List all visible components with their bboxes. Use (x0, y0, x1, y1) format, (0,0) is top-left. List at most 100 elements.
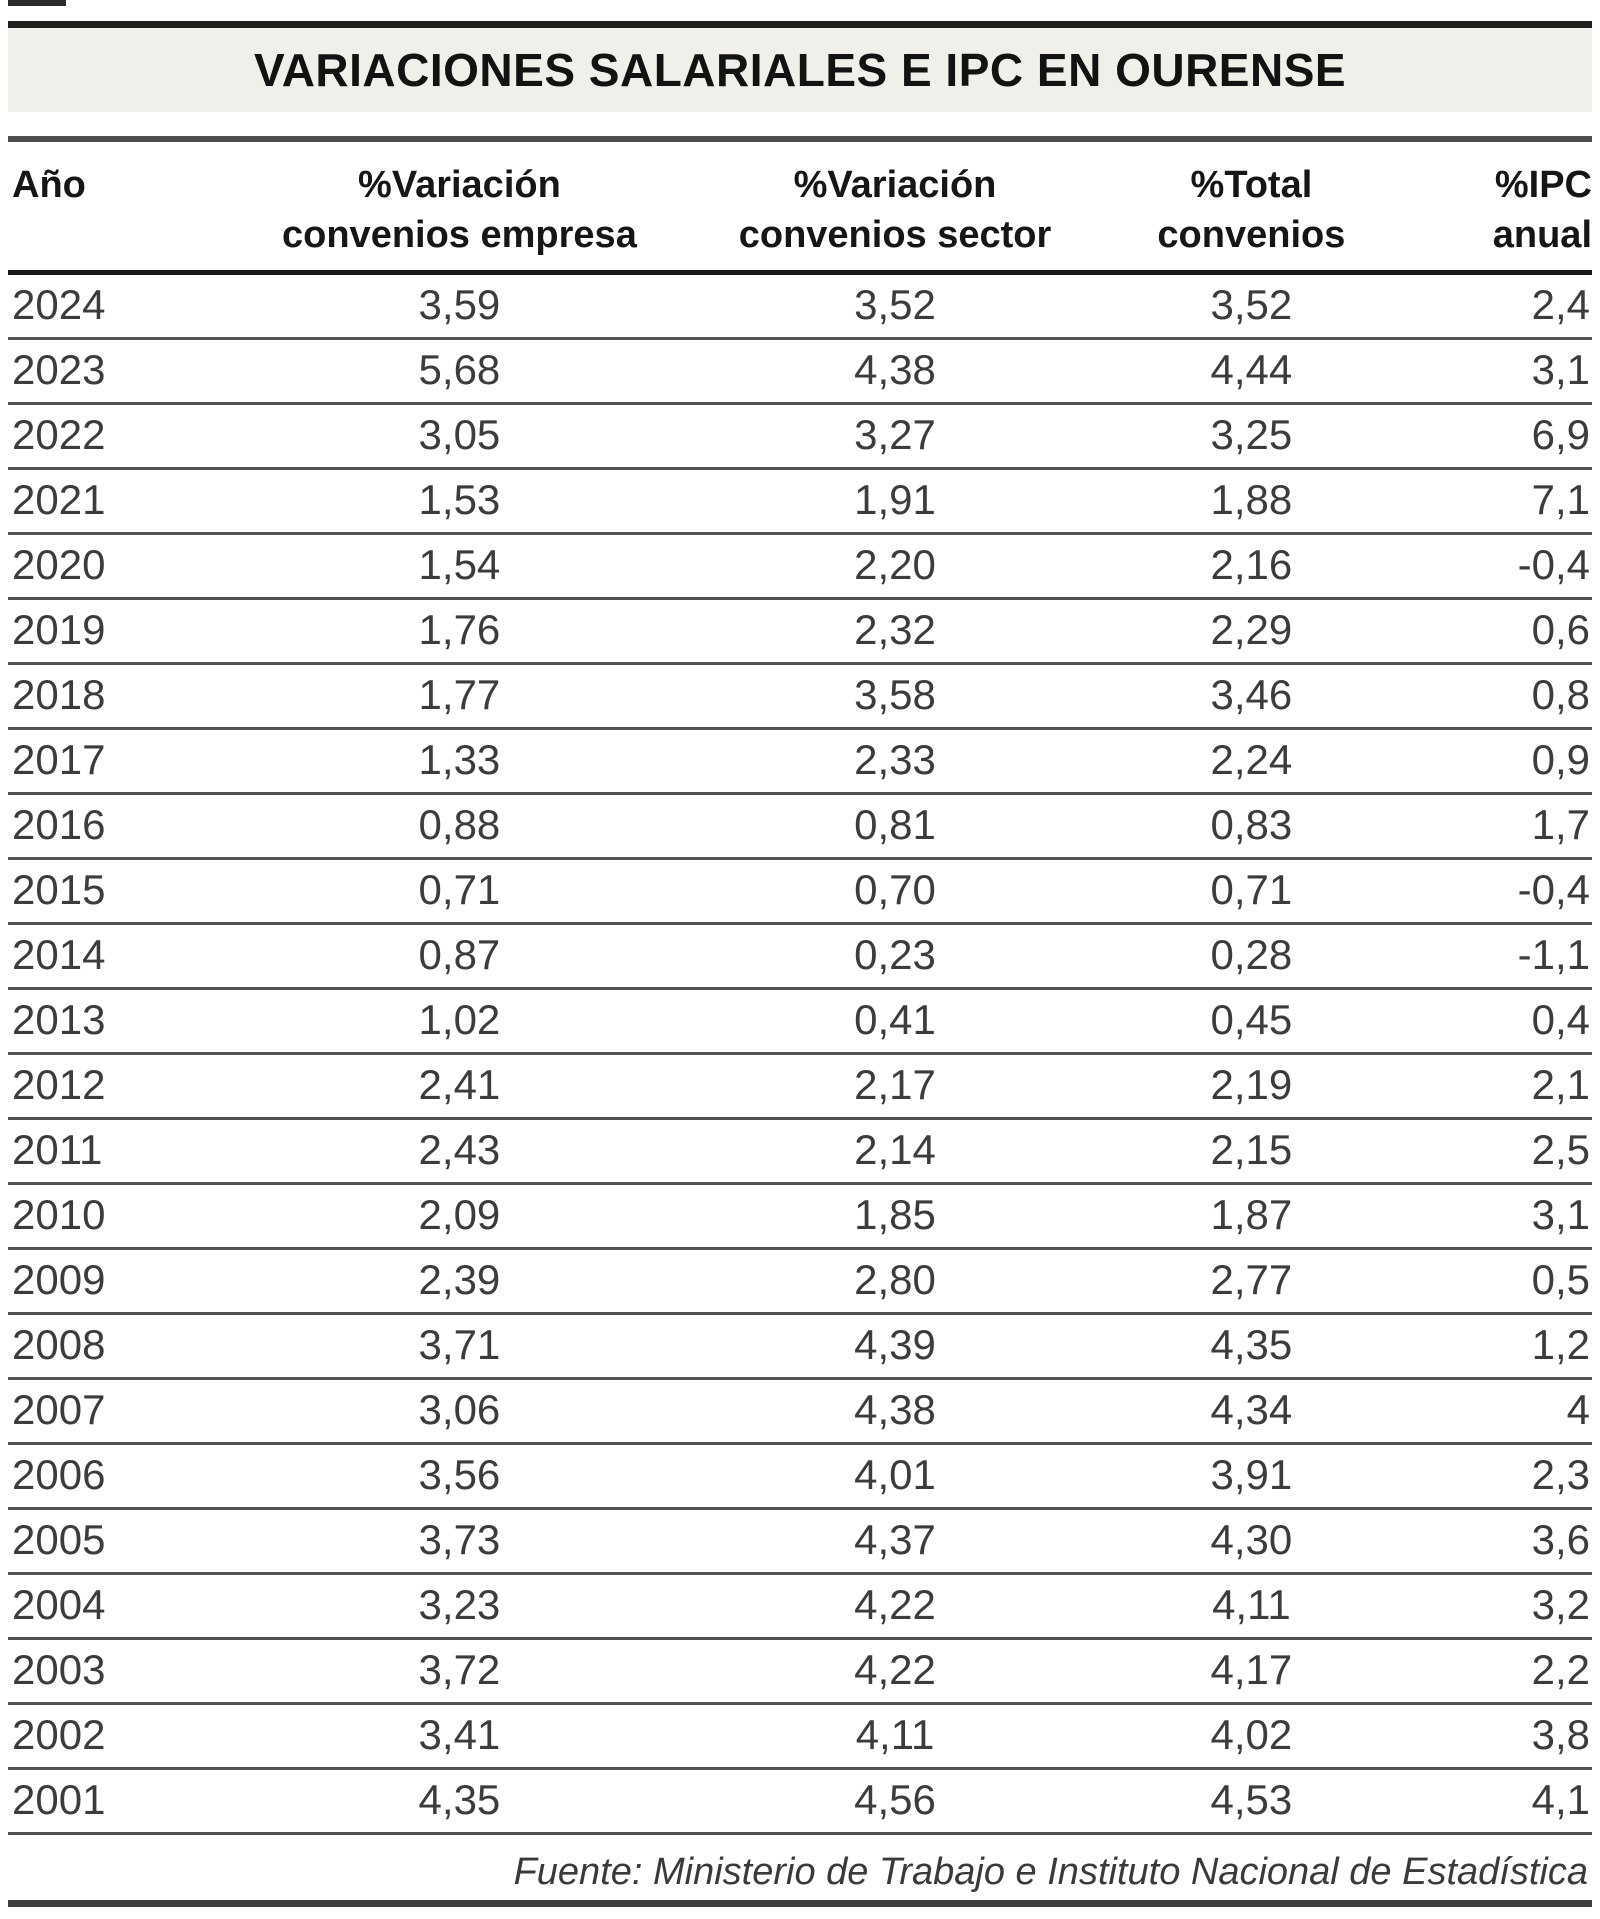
value-cell: 2,17 (704, 1053, 1086, 1121)
col-header-line: %Total (1190, 164, 1313, 206)
year-cell: 2007 (8, 1378, 214, 1446)
value-cell: 1,54 (213, 533, 705, 601)
table-row: 2006 3,56 4,01 3,91 2,3 (8, 1443, 1592, 1511)
year-cell: 2005 (8, 1508, 214, 1576)
value-cell: 2,1 (1417, 1053, 1592, 1121)
value-cell: 3,41 (213, 1703, 705, 1771)
value-cell: 3,2 (1417, 1573, 1592, 1641)
table-row: 2024 3,59 3,52 3,52 2,4 (8, 272, 1592, 341)
value-cell: 1,85 (704, 1183, 1086, 1251)
value-cell: 3,52 (1085, 272, 1418, 341)
value-cell: 2,39 (213, 1248, 705, 1316)
table-row: 2016 0,88 0,81 0,83 1,7 (8, 793, 1592, 861)
year-cell: 2022 (8, 403, 214, 471)
value-cell: 2,09 (213, 1183, 705, 1251)
value-cell: 2,80 (704, 1248, 1086, 1316)
value-cell: 4,30 (1085, 1508, 1418, 1576)
value-cell: 2,24 (1085, 728, 1418, 796)
value-cell: 2,4 (1417, 272, 1592, 341)
table-row: 2014 0,87 0,23 0,28 -1,1 (8, 923, 1592, 991)
value-cell: 4,22 (704, 1573, 1086, 1641)
value-cell: 3,52 (704, 272, 1086, 341)
value-cell: 0,6 (1417, 598, 1592, 666)
col-header-line: %IPC (1494, 164, 1592, 206)
value-cell: 2,5 (1417, 1118, 1592, 1186)
value-cell: 1,33 (213, 728, 705, 796)
table-row: 2019 1,76 2,32 2,29 0,6 (8, 598, 1592, 666)
value-cell: 4,02 (1085, 1703, 1418, 1771)
page-title: VARIACIONES SALARIALES E IPC EN OURENSE (253, 44, 1347, 96)
value-cell: 2,43 (213, 1118, 705, 1186)
col-header-total-convenios: %Total convenios (1085, 148, 1418, 276)
value-cell: 4,35 (1085, 1313, 1418, 1381)
value-cell: 4,53 (1085, 1768, 1418, 1836)
year-cell: 2020 (8, 533, 214, 601)
value-cell: 4,35 (213, 1768, 705, 1836)
value-cell: 1,91 (704, 468, 1086, 536)
value-cell: 3,46 (1085, 663, 1418, 731)
value-cell: 2,2 (1417, 1638, 1592, 1706)
value-cell: 5,68 (213, 338, 705, 406)
value-cell: 1,2 (1417, 1313, 1592, 1381)
value-cell: 6,9 (1417, 403, 1592, 471)
value-cell: 0,81 (704, 793, 1086, 861)
value-cell: 4 (1417, 1378, 1592, 1446)
table-row: 2005 3,73 4,37 4,30 3,6 (8, 1508, 1592, 1576)
value-cell: 2,19 (1085, 1053, 1418, 1121)
table-row: 2017 1,33 2,33 2,24 0,9 (8, 728, 1592, 796)
year-cell: 2021 (8, 468, 214, 536)
value-cell: 3,27 (704, 403, 1086, 471)
value-cell: 4,37 (704, 1508, 1086, 1576)
year-cell: 2017 (8, 728, 214, 796)
value-cell: 3,05 (213, 403, 705, 471)
value-cell: 3,58 (704, 663, 1086, 731)
value-cell: 4,17 (1085, 1638, 1418, 1706)
bottom-rule (8, 1900, 1592, 1908)
value-cell: 4,39 (704, 1313, 1086, 1381)
table-header: Año %Variación convenios empresa %Variac… (8, 148, 1592, 276)
year-cell: 2015 (8, 858, 214, 926)
value-cell: 4,56 (704, 1768, 1086, 1836)
value-cell: 2,29 (1085, 598, 1418, 666)
top-rule (8, 21, 1592, 28)
table-row: 2021 1,53 1,91 1,88 7,1 (8, 468, 1592, 536)
col-header-line: convenios empresa (282, 214, 637, 257)
col-header-line: %Variación (358, 164, 561, 206)
year-cell: 2010 (8, 1183, 214, 1251)
value-cell: 3,71 (213, 1313, 705, 1381)
value-cell: 2,33 (704, 728, 1086, 796)
col-header-ipc-anual: %IPC anual (1417, 148, 1592, 276)
table-row: 2004 3,23 4,22 4,11 3,2 (8, 1573, 1592, 1641)
year-cell: 2023 (8, 338, 214, 406)
value-cell: 0,8 (1417, 663, 1592, 731)
value-cell: 0,41 (704, 988, 1086, 1056)
value-cell: 4,22 (704, 1638, 1086, 1706)
col-header-line: convenios sector (738, 214, 1052, 257)
value-cell: 1,88 (1085, 468, 1418, 536)
value-cell: -1,1 (1417, 923, 1592, 991)
year-cell: 2019 (8, 598, 214, 666)
value-cell: 3,59 (213, 272, 705, 341)
value-cell: 1,7 (1417, 793, 1592, 861)
value-cell: 2,20 (704, 533, 1086, 601)
year-cell: 2024 (8, 272, 214, 341)
table-row: 2003 3,72 4,22 4,17 2,2 (8, 1638, 1592, 1706)
value-cell: 1,87 (1085, 1183, 1418, 1251)
year-cell: 2018 (8, 663, 214, 731)
value-cell: 4,44 (1085, 338, 1418, 406)
col-header-line: %Variación (793, 164, 997, 206)
value-cell: 0,83 (1085, 793, 1418, 861)
value-cell: 2,77 (1085, 1248, 1418, 1316)
value-cell: 4,1 (1417, 1768, 1592, 1836)
year-cell: 2002 (8, 1703, 214, 1771)
table-row: 2023 5,68 4,38 4,44 3,1 (8, 338, 1592, 406)
top-crop-fragment (8, 0, 66, 6)
value-cell: 2,15 (1085, 1118, 1418, 1186)
value-cell: 2,41 (213, 1053, 705, 1121)
value-cell: 0,87 (213, 923, 705, 991)
value-cell: 4,38 (704, 1378, 1086, 1446)
value-cell: 3,72 (213, 1638, 705, 1706)
header-row: Año %Variación convenios empresa %Variac… (8, 148, 1592, 276)
table-row: 2001 4,35 4,56 4,53 4,1 (8, 1768, 1592, 1836)
